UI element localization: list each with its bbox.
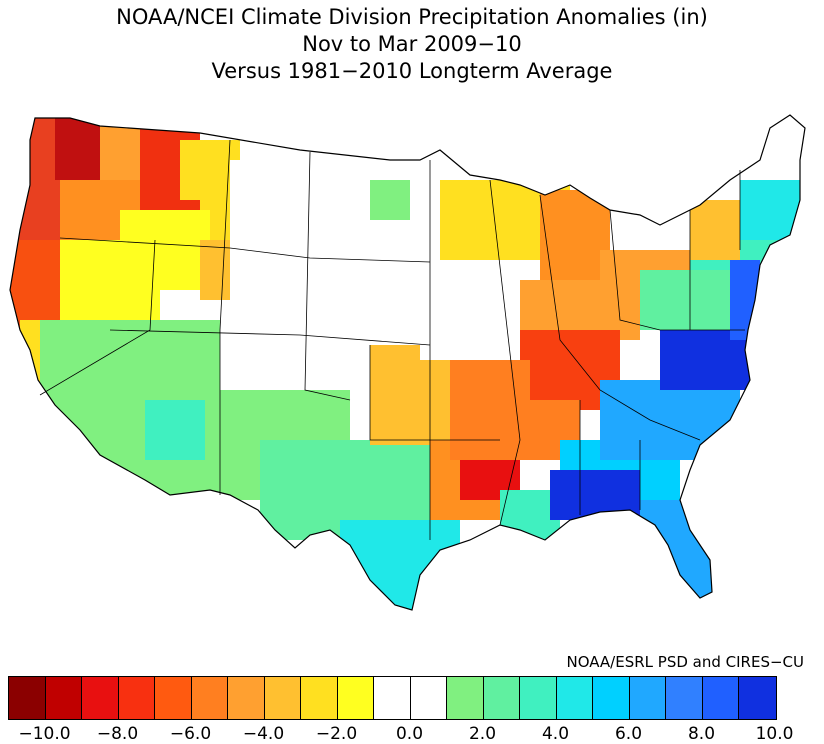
color-scale-tick-label: −8.0 <box>96 724 139 744</box>
us-outline <box>9 114 806 611</box>
color-scale-tick-label: 10.0 <box>755 724 794 744</box>
region-dakota-green <box>370 180 410 220</box>
region-washington-cascades <box>55 115 105 180</box>
color-scale-swatch <box>82 677 119 719</box>
data-credit: NOAA/ESRL PSD and CIRES−CU <box>566 653 804 671</box>
us-precipitation-map <box>9 114 806 611</box>
color-scale-swatch <box>264 677 301 719</box>
region-texas-coast <box>340 520 460 610</box>
color-scale-swatch <box>155 677 192 719</box>
region-great-lakes <box>540 190 610 290</box>
color-scale-swatch <box>337 677 374 719</box>
color-scale-tick-label: −4.0 <box>242 724 285 744</box>
map-baseline: Versus 1981−2010 Longterm Average <box>211 59 613 83</box>
color-scale-tick-label: 8.0 <box>687 724 716 744</box>
region-arizona-mountains <box>145 400 205 460</box>
color-scale-swatch <box>410 677 447 719</box>
color-scale-tick-label: −2.0 <box>315 724 358 744</box>
color-scale-tick-label: 0.0 <box>395 724 424 744</box>
color-scale-swatch <box>45 677 82 719</box>
color-scale-swatch <box>447 677 484 719</box>
region-upstate-ny <box>690 200 740 260</box>
region-carolinas <box>600 380 740 460</box>
map-title: NOAA/NCEI Climate Division Precipitation… <box>116 5 708 29</box>
region-georgia-alabama <box>550 470 640 520</box>
color-scale-ticks: −10.0 −8.0 −6.0 −4.0 −2.0 0.0 2.0 4.0 6.0 8.0 10.0 <box>8 724 812 744</box>
map-period: Nov to Mar 2009−10 <box>302 32 522 56</box>
color-scale-swatch <box>301 677 338 719</box>
color-scale-tick-label: −6.0 <box>169 724 212 744</box>
color-scale-swatch <box>118 677 155 719</box>
color-scale-tick-label: 2.0 <box>468 724 497 744</box>
color-scale-swatch <box>483 677 520 719</box>
region-utah-west <box>120 210 210 290</box>
color-scale-tick-label: −10.0 <box>18 724 71 744</box>
color-scale-bar <box>8 676 777 720</box>
region-pennsylvania <box>640 270 730 330</box>
color-scale-tick-label: 6.0 <box>614 724 643 744</box>
color-scale-swatch <box>228 677 265 719</box>
region-arkansas <box>450 360 530 460</box>
color-scale-swatch <box>593 677 630 719</box>
color-scale-swatch <box>739 677 776 719</box>
state-borders <box>39 139 745 540</box>
color-scale-swatch <box>191 677 228 719</box>
color-scale-swatch <box>520 677 557 719</box>
color-scale-swatch <box>9 677 46 719</box>
color-scale-swatch <box>629 677 666 719</box>
color-scale-swatch <box>666 677 703 719</box>
region-new-england-north <box>740 115 805 180</box>
color-scale-swatch <box>556 677 593 719</box>
color-scale-tick-label: 4.0 <box>541 724 570 744</box>
color-scale-swatch <box>374 677 411 719</box>
color-scale-swatch <box>702 677 739 719</box>
